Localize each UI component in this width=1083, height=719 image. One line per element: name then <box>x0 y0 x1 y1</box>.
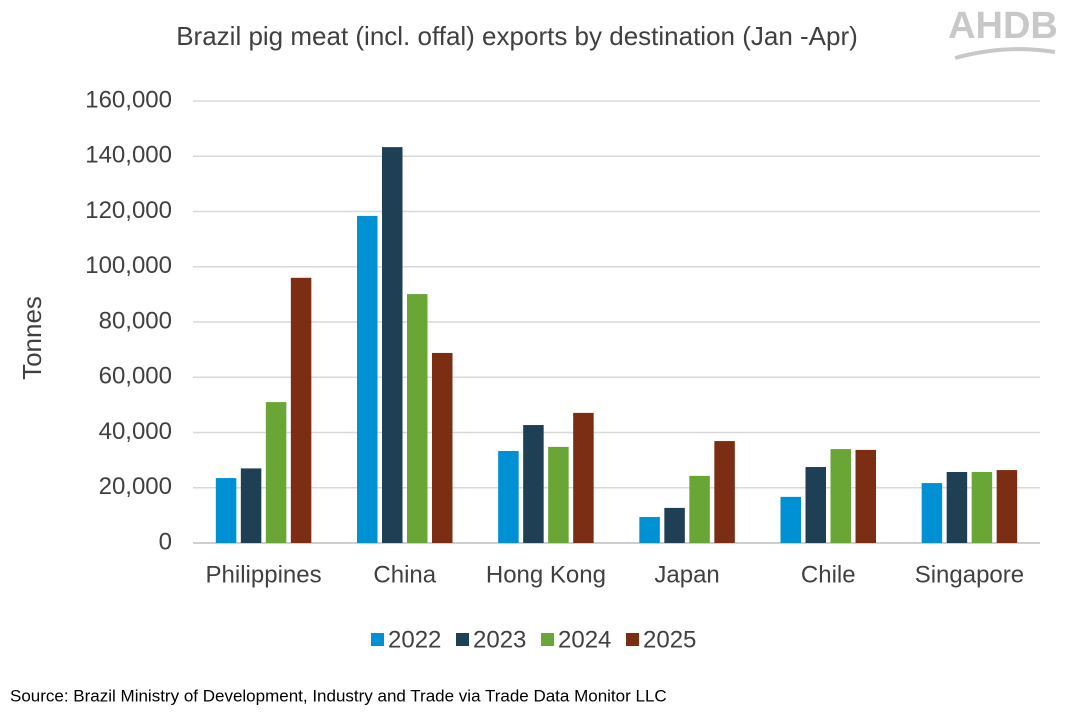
bar <box>689 475 710 543</box>
y-tick-label: 20,000 <box>99 473 172 500</box>
logo-swoosh <box>954 47 1056 60</box>
bar <box>714 441 735 543</box>
x-tick-label: Philippines <box>206 561 322 588</box>
logo: AHDB <box>948 5 1058 47</box>
x-tick-label: Hong Kong <box>486 561 606 588</box>
bar <box>548 446 569 543</box>
y-tick-label: 100,000 <box>85 252 172 279</box>
source-note: Source: Brazil Ministry of Development, … <box>10 686 667 705</box>
bar <box>357 215 378 544</box>
chart-title: Brazil pig meat (incl. offal) exports by… <box>176 21 858 51</box>
x-tick-label: China <box>373 561 436 588</box>
bar <box>265 402 287 543</box>
bar <box>830 449 851 543</box>
legend-label: 2025 <box>643 626 696 653</box>
bar <box>639 517 660 543</box>
x-tick-label: Japan <box>654 561 719 588</box>
bar <box>382 147 403 544</box>
legend-label: 2022 <box>388 626 441 653</box>
bar <box>498 451 519 543</box>
bar <box>805 467 826 543</box>
bar <box>290 277 312 543</box>
bar <box>407 294 428 543</box>
x-tick-label: Singapore <box>915 561 1024 588</box>
legend-swatch <box>541 633 554 646</box>
bar <box>855 449 876 543</box>
y-tick-label: 140,000 <box>85 142 172 169</box>
y-tick-label: 0 <box>159 528 172 555</box>
bar <box>971 472 993 543</box>
y-tick-label: 120,000 <box>85 197 172 224</box>
bar <box>215 478 237 543</box>
y-tick-label: 60,000 <box>99 363 172 390</box>
bar <box>573 412 594 543</box>
legend-label: 2024 <box>558 626 611 653</box>
legend-swatch <box>456 633 469 646</box>
y-tick-label: 40,000 <box>99 418 172 445</box>
bar <box>523 425 544 543</box>
bar <box>432 352 453 543</box>
bar <box>780 496 801 543</box>
y-tick-label: 160,000 <box>85 86 172 113</box>
legend-swatch <box>626 633 639 646</box>
x-tick-label: Chile <box>801 561 856 588</box>
legend-swatch <box>371 633 384 646</box>
bar <box>996 470 1018 543</box>
bar <box>946 472 968 543</box>
bar <box>664 507 685 543</box>
bar <box>921 483 943 543</box>
y-tick-label: 80,000 <box>99 307 172 334</box>
y-axis-label: Tonnes <box>17 296 47 380</box>
bar <box>240 468 262 543</box>
legend-label: 2023 <box>473 626 526 653</box>
